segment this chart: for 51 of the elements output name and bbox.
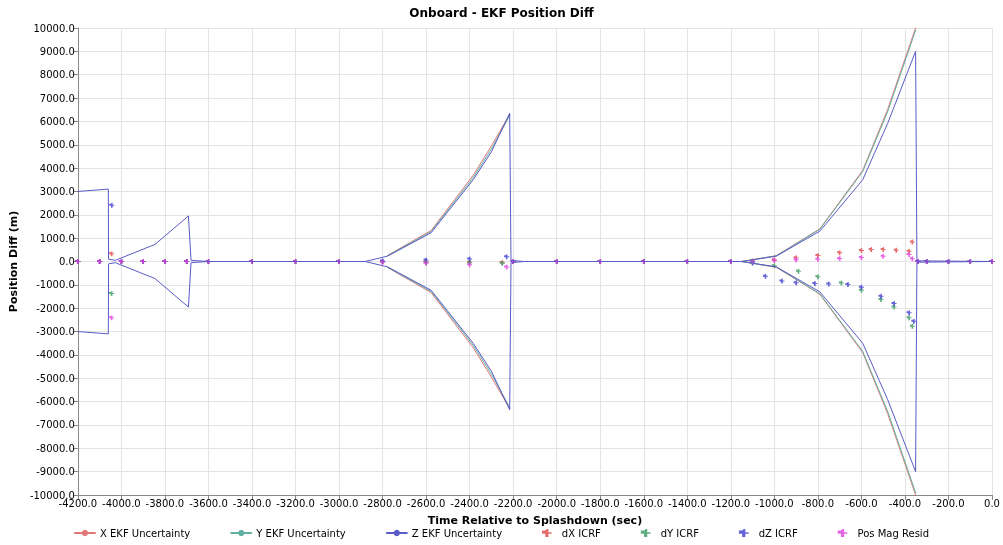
y-axis-title: Position Diff (m) [7,210,20,313]
legend-label: dZ ICRF [758,527,798,539]
x-tick-label: -2400.0 [450,497,489,509]
legend-label: Y EKF Uncertainty [255,527,346,539]
x-tick-label: -200.0 [932,497,965,509]
y-tick-label: 10000.0 [33,22,75,34]
y-tick-label: -1000.0 [36,279,75,291]
x-tick-label: -2600.0 [406,497,446,509]
x-tick-label: -1200.0 [711,497,751,509]
y-tick-label: -9000.0 [36,466,75,478]
x-tick-label: -3600.0 [189,497,228,509]
y-tick-label: -3000.0 [36,326,75,338]
x-tick-label: -2800.0 [363,497,402,509]
x-tick-label: -3400.0 [232,497,272,509]
y-tick-label: -4000.0 [36,349,75,361]
y-tick-label: -8000.0 [36,442,75,454]
y-tick-label: -7000.0 [36,419,75,431]
x-tick-label: -400.0 [888,497,922,509]
x-tick-label: -2200.0 [493,497,533,509]
legend-label: dX ICRF [561,527,602,539]
x-tick-label: -2000.0 [537,497,576,509]
x-tick-label: -3800.0 [145,497,185,509]
y-tick-label: 6000.0 [39,115,75,127]
chart-title: Onboard - EKF Position Diff [409,6,594,20]
x-tick-label: -1800.0 [580,497,620,509]
y-tick-label: 9000.0 [39,45,75,57]
legend-label: Z EKF Uncertainty [411,527,503,539]
y-tick-label: 8000.0 [39,69,75,81]
x-tick-label: -1400.0 [667,497,707,509]
y-tick-label: 0.0 [58,256,75,267]
x-axis-title: Time Relative to Splashdown (sec) [427,514,643,527]
legend-label: Pos Mag Resid [857,527,929,539]
x-tick-label: -1600.0 [624,497,664,509]
x-tick-label: 0.0 [984,497,1000,509]
legend-label: dY ICRF [660,527,700,539]
y-tick-label: -6000.0 [36,396,75,408]
x-tick-label: -600.0 [845,497,878,509]
x-tick-label: -3000.0 [319,497,359,509]
legend-label: X EKF Uncertainty [100,527,191,539]
y-tick-label: 1000.0 [39,232,75,244]
y-tick-label: 3000.0 [39,185,75,197]
x-tick-label: -1000.0 [755,497,794,509]
y-tick-label: 4000.0 [39,162,75,174]
x-tick-label: -800.0 [801,497,834,509]
y-tick-label: -5000.0 [36,372,75,384]
y-tick-label: 2000.0 [39,209,75,221]
x-tick-label: -3200.0 [276,497,315,509]
y-tick-label: 5000.0 [39,139,75,151]
x-tick-label: -4000.0 [102,497,141,509]
y-tick-label: -2000.0 [36,302,75,314]
y-tick-label: 7000.0 [39,92,75,104]
